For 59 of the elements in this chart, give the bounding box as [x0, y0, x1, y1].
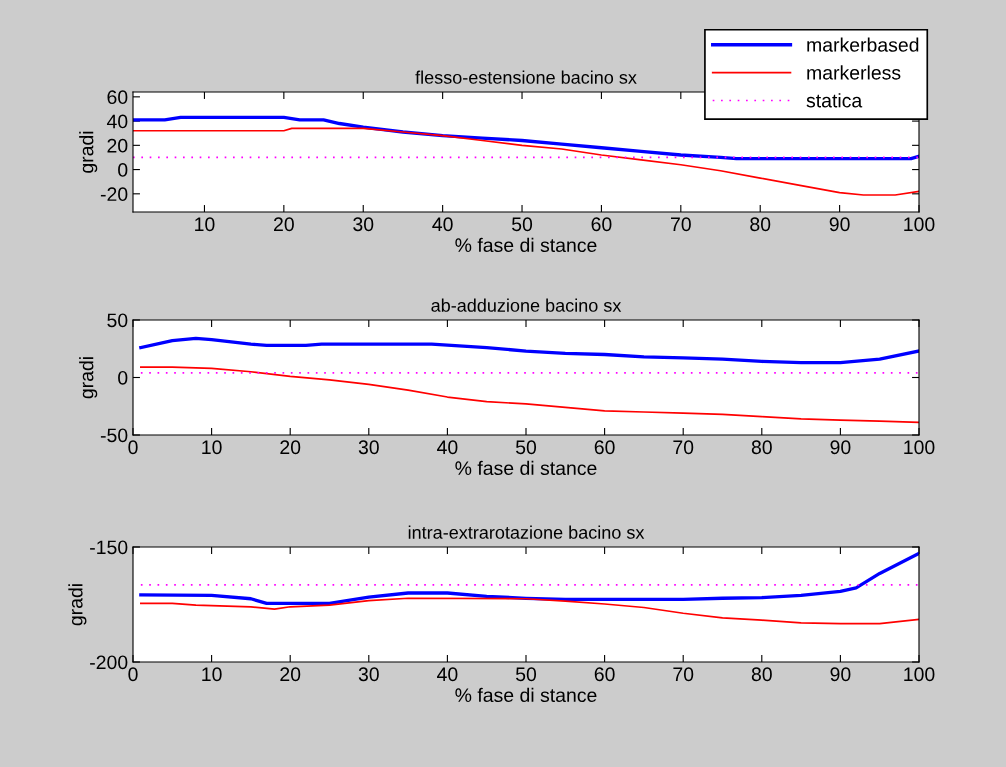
- legend-label: markerbased: [807, 37, 919, 52]
- y-axis-title: gradi: [79, 357, 98, 399]
- line-series: [140, 597, 919, 625]
- x-tick-label: 10: [202, 667, 222, 682]
- x-tick-label: 80: [751, 667, 772, 682]
- y-tick-label: 50: [107, 313, 128, 328]
- x-axis-title: % fase di stance: [455, 687, 597, 703]
- legend-label: markerless: [807, 65, 901, 80]
- x-tick-label: 70: [671, 217, 691, 232]
- y-tick-label: 40: [106, 114, 128, 129]
- chart-title: flesso-estensione bacino sx: [415, 70, 637, 84]
- x-tick-label: 20: [280, 440, 301, 455]
- x-axis-title: % fase di stance: [455, 460, 597, 476]
- x-tick-label: 70: [673, 440, 694, 455]
- x-tick-label: 100: [904, 667, 935, 682]
- x-tick-label: 0: [128, 440, 138, 455]
- line-series: [139, 336, 919, 365]
- y-tick-label: 0: [118, 370, 128, 385]
- x-tick-label: 80: [750, 217, 771, 232]
- y-tick-label: -150: [90, 540, 128, 555]
- line-series: [133, 127, 919, 196]
- y-tick-label: -200: [90, 655, 128, 670]
- chart-title: ab-adduzione bacino sx: [431, 298, 622, 312]
- legend-label: statica: [806, 93, 863, 108]
- x-tick-label: 90: [830, 667, 851, 682]
- y-tick-label: 20: [107, 138, 128, 153]
- y-axis-title: gradi: [79, 131, 98, 173]
- x-tick-label: 0: [128, 667, 138, 682]
- x-tick-label: 100: [904, 440, 935, 455]
- x-tick-label: 70: [673, 667, 694, 682]
- y-axis-title: gradi: [68, 584, 87, 626]
- chart-title: intra-extrarotazione bacino sx: [408, 525, 645, 539]
- x-tick-label: 40: [437, 440, 458, 455]
- x-tick-label: 50: [512, 217, 533, 232]
- x-tick-label: 50: [515, 667, 537, 682]
- x-tick-label: 30: [358, 440, 379, 455]
- x-tick-label: 80: [751, 440, 772, 455]
- x-tick-label: 20: [280, 667, 301, 682]
- x-tick-label: 40: [437, 667, 458, 682]
- line-series: [140, 366, 919, 424]
- y-tick-label: -50: [100, 428, 128, 443]
- y-tick-label: -20: [100, 187, 128, 202]
- x-tick-label: 100: [904, 217, 935, 232]
- x-tick-label: 90: [829, 217, 850, 232]
- y-tick-label: 60: [107, 90, 128, 105]
- x-tick-label: 90: [830, 440, 851, 455]
- x-tick-label: 60: [594, 440, 615, 455]
- x-tick-label: 10: [202, 440, 222, 455]
- x-tick-label: 20: [274, 217, 294, 232]
- x-tick-label: 40: [432, 217, 453, 232]
- x-tick-label: 30: [358, 667, 379, 682]
- x-axis-title: % fase di stance: [455, 237, 597, 253]
- x-tick-label: 30: [353, 217, 374, 232]
- x-tick-label: 10: [195, 217, 215, 232]
- line-series: [139, 551, 919, 606]
- x-tick-label: 50: [515, 440, 537, 455]
- x-tick-label: 60: [591, 217, 612, 232]
- y-tick-label: 0: [118, 163, 128, 177]
- x-tick-label: 60: [594, 667, 615, 682]
